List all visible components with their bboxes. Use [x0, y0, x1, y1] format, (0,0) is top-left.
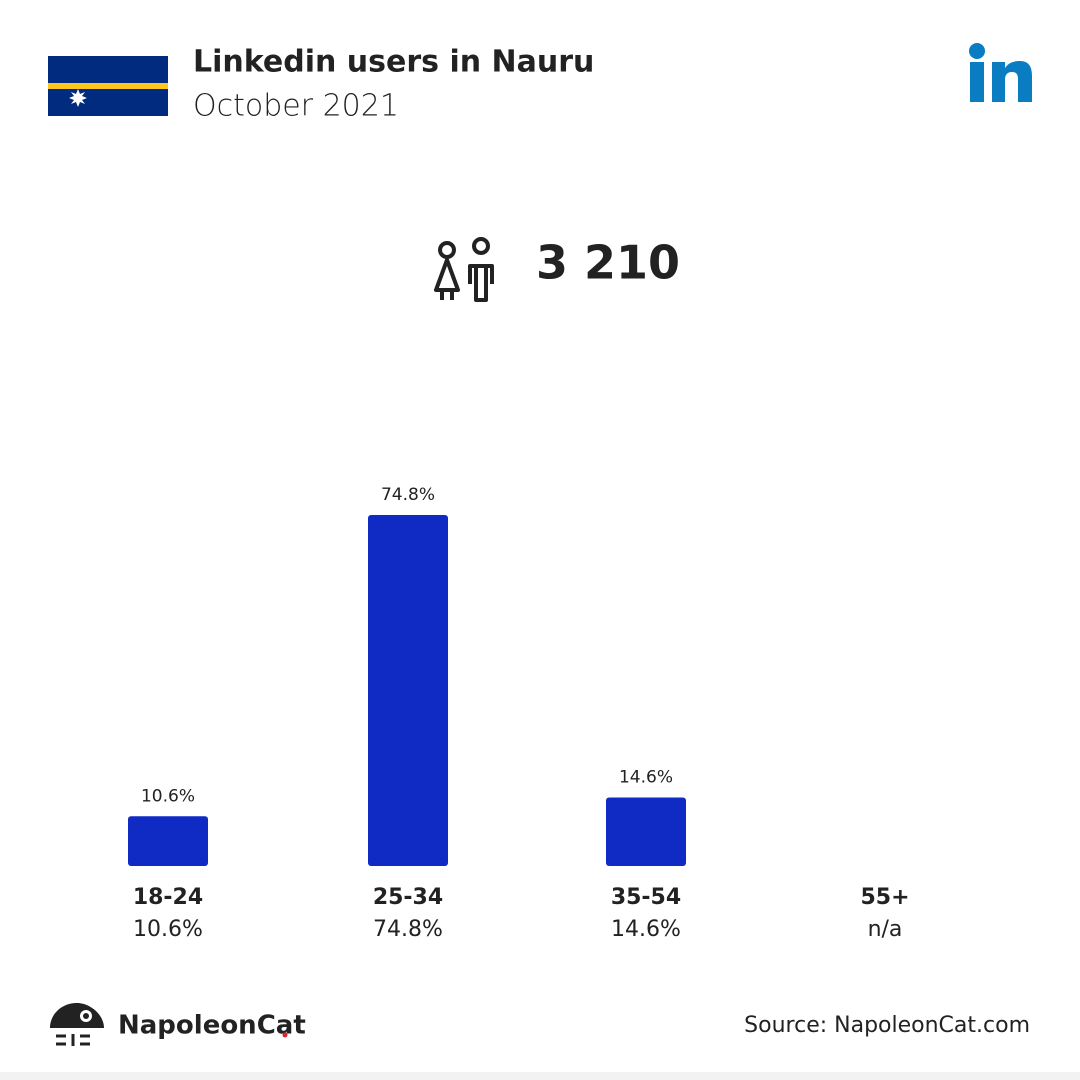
- footer-band: [0, 1072, 1080, 1080]
- bar-value-label: 10.6%: [141, 786, 195, 806]
- bar: [606, 797, 686, 866]
- chart-subtitle: October 2021: [193, 89, 399, 124]
- linkedin-logo: [969, 43, 1032, 102]
- brand: NapoleonCat: [118, 1011, 306, 1041]
- bar: [128, 816, 208, 866]
- bar-value-label: 14.6%: [619, 767, 673, 787]
- category-label: 25-34: [373, 885, 443, 910]
- category-label: 55+: [860, 885, 909, 910]
- brand-dot: [282, 1032, 288, 1038]
- category-value: 74.8%: [373, 917, 443, 942]
- flag: [48, 56, 168, 116]
- category-value: 14.6%: [611, 917, 681, 942]
- category-label: 18-24: [133, 885, 203, 910]
- category-value: n/a: [868, 917, 903, 942]
- bar: [368, 515, 448, 866]
- napoleoncat-logo: [50, 1002, 104, 1046]
- source: Source: NapoleonCat.com: [744, 1013, 1030, 1038]
- chart-title: Linkedin users in Nauru: [193, 45, 594, 80]
- category-value: 10.6%: [133, 917, 203, 942]
- bar-value-label: 74.8%: [381, 485, 435, 505]
- total-users: 3 210: [536, 236, 680, 290]
- category-label: 35-54: [611, 885, 681, 910]
- users-icon: [434, 237, 494, 302]
